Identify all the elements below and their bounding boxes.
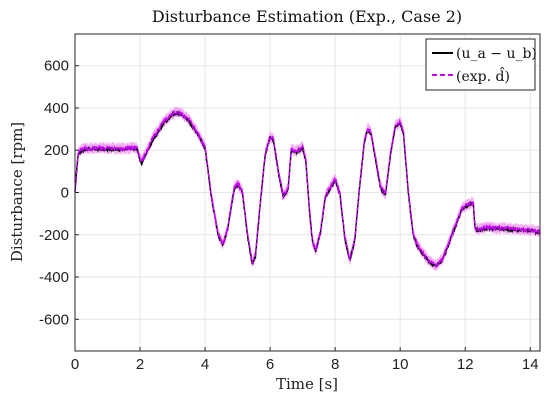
x-tick-label: 8 (331, 356, 339, 373)
y-tick-label: 0 (61, 185, 69, 202)
x-tick-label: 12 (457, 356, 474, 373)
x-tick-label: 4 (201, 356, 209, 373)
legend-entry-series2: (exp. d̂) (456, 66, 510, 85)
x-tick-label: 14 (522, 356, 539, 373)
y-tick-label: 400 (44, 100, 69, 117)
y-tick-label: 200 (44, 142, 69, 159)
x-tick-label: 2 (136, 356, 144, 373)
x-tick-label: 6 (266, 356, 274, 373)
y-tick-label: -600 (39, 311, 69, 328)
tick-group: 0 2 4 6 8 10 12 14 600 400 200 0 -200 -400 -600 (39, 58, 539, 373)
legend-entry-series1: (u_a − u_b) (456, 46, 537, 62)
y-tick-label: -200 (39, 227, 69, 244)
series-group (74, 110, 541, 269)
legend-box (425, 38, 536, 91)
chart-title: Disturbance Estimation (Exp., Case 2) (152, 7, 462, 26)
x-tick-label: 0 (71, 356, 79, 373)
y-tick-label: -400 (39, 269, 69, 286)
x-tick-label: 10 (392, 356, 409, 373)
series-line-2 (74, 110, 541, 269)
y-tick-label: 600 (44, 58, 69, 75)
y-axis-label: Disturbance [rpm] (8, 122, 26, 262)
x-axis-label: Time [s] (276, 375, 338, 393)
legend: (u_a − u_b) (exp. d̂) (425, 38, 537, 91)
